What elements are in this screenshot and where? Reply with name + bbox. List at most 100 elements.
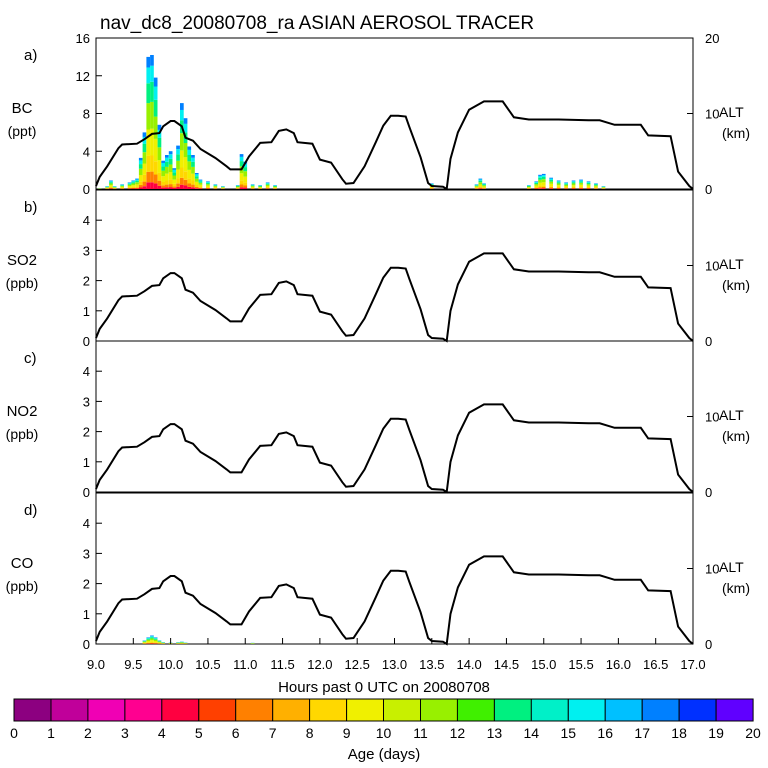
colorbar-tick-label: 2 bbox=[84, 725, 92, 741]
tracer-bar bbox=[157, 642, 162, 644]
tracer-bar bbox=[594, 185, 598, 187]
tracer-bar bbox=[146, 103, 151, 130]
tracer-bar bbox=[579, 184, 583, 187]
tracer-bar bbox=[153, 642, 158, 644]
tracer-bar bbox=[586, 187, 591, 189]
alt-tick-label: 0 bbox=[705, 637, 712, 652]
tracer-bar bbox=[198, 180, 203, 182]
x-tick-label: 15.5 bbox=[568, 657, 593, 672]
tracer-bar bbox=[180, 110, 184, 121]
colorbar-tick-label: 3 bbox=[121, 725, 129, 741]
tracer-bar bbox=[549, 178, 553, 180]
tracer-bar bbox=[194, 178, 199, 182]
y-tick-label: 2 bbox=[83, 274, 90, 289]
tracer-bar bbox=[571, 181, 576, 183]
tracer-bar bbox=[198, 184, 203, 187]
panel-frame bbox=[95, 492, 694, 645]
tracer-bar bbox=[250, 187, 255, 189]
x-tick-label: 17.0 bbox=[680, 657, 705, 672]
tracer-bar bbox=[194, 181, 199, 186]
tracer-bar bbox=[146, 637, 151, 639]
tracer-bar bbox=[534, 182, 539, 184]
tracer-bar bbox=[191, 184, 195, 188]
tracer-bar bbox=[131, 180, 136, 182]
colorbar-tick-label: 10 bbox=[376, 725, 392, 741]
tracer-bar bbox=[153, 138, 158, 162]
tracer-bar bbox=[138, 157, 143, 161]
tracer-bar bbox=[541, 185, 546, 188]
tracer-bar bbox=[265, 188, 270, 189]
tracer-bar bbox=[586, 188, 591, 189]
colorbar-label: Age (days) bbox=[348, 746, 421, 763]
tracer-columns bbox=[97, 55, 606, 190]
tracer-bar bbox=[194, 188, 199, 189]
x-tick-label: 9.0 bbox=[87, 657, 105, 672]
tracer-bar bbox=[586, 183, 591, 185]
tracer-bar bbox=[150, 635, 154, 637]
tracer-bar bbox=[549, 183, 553, 187]
tracer-bar bbox=[146, 129, 151, 156]
tracer-columns bbox=[142, 635, 255, 645]
y-tick-label: 1 bbox=[83, 455, 90, 470]
tracer-bar bbox=[194, 185, 199, 187]
y-tick-label: 1 bbox=[83, 607, 90, 622]
alt-unit: (km) bbox=[722, 428, 750, 444]
tracer-bar bbox=[112, 187, 117, 188]
tracer-bar bbox=[127, 182, 132, 183]
tracer-bar bbox=[213, 186, 218, 188]
colorbar-swatch bbox=[235, 698, 274, 722]
tracer-bar bbox=[187, 161, 192, 170]
tracer-bar bbox=[541, 176, 546, 180]
tracer-bar bbox=[429, 183, 434, 185]
y-tick-label: 1 bbox=[83, 304, 90, 319]
tracer-bar bbox=[601, 187, 606, 189]
tracer-bar bbox=[150, 171, 154, 183]
tracer-bar bbox=[594, 183, 598, 185]
tracer-bar bbox=[153, 174, 158, 184]
tracer-bar bbox=[153, 116, 158, 139]
tracer-bar bbox=[239, 184, 244, 188]
colorbar-swatch bbox=[13, 698, 52, 722]
tracer-bar bbox=[138, 185, 143, 188]
tracer-bar bbox=[150, 636, 154, 638]
y-tick-label: 4 bbox=[83, 516, 90, 531]
y-tick-label: 4 bbox=[83, 213, 90, 228]
tracer-bar bbox=[235, 186, 240, 188]
tracer-bar bbox=[198, 186, 203, 188]
tracer-bar bbox=[161, 185, 165, 188]
tracer-bar bbox=[135, 187, 139, 189]
tracer-bar bbox=[138, 160, 143, 165]
tracer-bar bbox=[579, 180, 583, 182]
tracer-bar bbox=[474, 184, 479, 186]
tracer-bar bbox=[194, 176, 199, 179]
tracer-bar bbox=[120, 185, 124, 187]
tracer-bar bbox=[153, 638, 158, 640]
tracer-bar bbox=[541, 173, 546, 176]
tracer-bar bbox=[549, 179, 553, 182]
x-tick-label: 10.5 bbox=[195, 657, 220, 672]
tracer-bar bbox=[206, 184, 210, 186]
y-tick-label: 4 bbox=[83, 144, 90, 159]
tracer-bar bbox=[571, 185, 576, 187]
tracer-bar bbox=[153, 161, 158, 175]
tracer-bar bbox=[191, 166, 195, 174]
colorbar-swatch bbox=[346, 698, 385, 722]
tracer-bar bbox=[198, 182, 203, 185]
panel-frame bbox=[95, 189, 694, 342]
tracer-bar bbox=[206, 183, 210, 185]
colorbar-tick-label: 19 bbox=[708, 725, 724, 741]
tracer-bar bbox=[534, 185, 539, 188]
colorbar-swatch bbox=[309, 698, 348, 722]
tracer-bar bbox=[112, 187, 117, 189]
tracer-bar bbox=[250, 184, 255, 186]
tracer-bar bbox=[135, 179, 139, 181]
tracer-bar bbox=[579, 182, 583, 185]
tracer-bar bbox=[157, 641, 162, 643]
colorbar-tick-label: 11 bbox=[413, 725, 428, 741]
tracer-bar bbox=[549, 177, 553, 179]
tracer-bar bbox=[482, 187, 486, 189]
x-tick-label: 15.0 bbox=[531, 657, 556, 672]
tracer-bar bbox=[534, 181, 539, 182]
tracer-bar bbox=[527, 186, 531, 188]
tracer-bar bbox=[243, 187, 248, 189]
